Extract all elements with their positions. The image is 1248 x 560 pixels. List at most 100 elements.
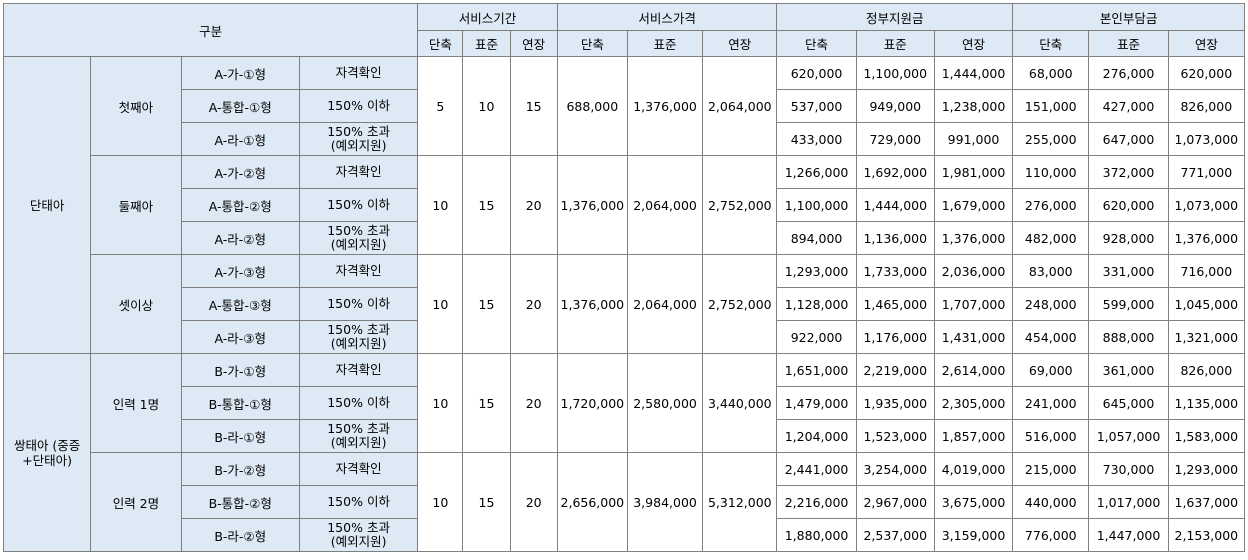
service-price-value: 1,376,000 xyxy=(556,155,628,255)
self-pay-value: 215,000 xyxy=(1012,452,1090,486)
service-price-value: 2,064,000 xyxy=(626,254,704,354)
income-criteria: 자격확인 xyxy=(298,254,419,288)
table-row: 단태아 첫째아 A-가-①형 자격확인 5 10 15 688,000 1,376,000 2,0… xyxy=(2,56,1246,354)
criteria-line: 150% 이하 xyxy=(327,98,390,113)
income-criteria: 150% 이하 xyxy=(298,287,419,321)
gov-support-value: 2,216,000 xyxy=(776,485,857,519)
gov-support-value: 1,204,000 xyxy=(776,419,857,453)
gov-support-value: 949,000 xyxy=(855,89,935,123)
self-pay-value: 1,293,000 xyxy=(1167,452,1246,486)
self-pay-value: 599,000 xyxy=(1088,287,1169,321)
self-pay-value: 776,000 xyxy=(1012,518,1090,552)
service-price-value: 2,580,000 xyxy=(626,353,704,453)
type-code: B-통합-②형 xyxy=(180,485,300,519)
service-price-value: 688,000 xyxy=(556,56,628,156)
income-criteria: 150% 초과 (예외지원) xyxy=(298,122,419,156)
income-criteria: 150% 이하 xyxy=(298,485,419,519)
income-criteria: 150% 초과 (예외지원) xyxy=(298,221,419,255)
self-pay-value: 1,321,000 xyxy=(1167,320,1246,354)
gov-support-value: 1,376,000 xyxy=(933,221,1014,255)
criteria-line: (예외지원) xyxy=(330,138,387,153)
table-row: A-통합-②형 150% 이하 1,100,000 1,444,000 1,679,00… xyxy=(4,188,1246,222)
service-period-value: 15 xyxy=(509,56,558,156)
gov-support-value: 2,305,000 xyxy=(933,386,1014,420)
self-pay-value: 276,000 xyxy=(1012,188,1090,222)
criteria-line: 150% 이하 xyxy=(327,494,390,509)
service-period-value: 5 xyxy=(417,56,464,156)
service-period-value: 10 xyxy=(417,254,464,354)
service-price-header: 서비스가격 xyxy=(556,3,778,31)
gov-support-value: 3,675,000 xyxy=(933,485,1014,519)
gov-support-value: 1,981,000 xyxy=(933,155,1014,189)
gov-support-value: 991,000 xyxy=(933,122,1014,156)
service-price-value: 2,752,000 xyxy=(702,254,778,354)
service-period-value: 10 xyxy=(417,452,464,552)
service-period-value: 10 xyxy=(417,353,464,453)
table-row: A-라-①형 150% 초과 (예외지원) 433,000 729,000 991,000… xyxy=(4,122,1246,156)
gov-support-value: 1,692,000 xyxy=(855,155,935,189)
self-pay-value: 482,000 xyxy=(1012,221,1090,255)
self-pay-value: 620,000 xyxy=(1088,188,1169,222)
service-period-value: 10 xyxy=(417,155,464,255)
self-pay-value: 248,000 xyxy=(1012,287,1090,321)
type-code: B-통합-①형 xyxy=(180,386,300,420)
subgroup-label: 인력 2명 xyxy=(90,452,182,552)
self-pay-value: 440,000 xyxy=(1012,485,1090,519)
service-price-value: 1,376,000 xyxy=(626,56,704,156)
gov-support-value: 2,441,000 xyxy=(776,452,857,486)
gov-support-value: 1,176,000 xyxy=(855,320,935,354)
voucher-price-table: 구분 서비스기간 서비스가격 정부지원금 본인부담금 단축 표준 연장 단축 표준 연장 단… xyxy=(2,3,1246,552)
table-row: B-라-①형 150% 초과 (예외지원) 1,204,000 1,523,000 1,8… xyxy=(4,419,1246,453)
gov-support-value: 1,733,000 xyxy=(855,254,935,288)
gov-support-value: 4,019,000 xyxy=(933,452,1014,486)
gov-subheader-2: 연장 xyxy=(933,30,1014,57)
self-pay-value: 1,637,000 xyxy=(1167,485,1246,519)
gov-support-value: 3,254,000 xyxy=(855,452,935,486)
service-price-value: 1,720,000 xyxy=(556,353,628,453)
type-code: A-통합-②형 xyxy=(180,188,300,222)
income-criteria: 150% 초과 (예외지원) xyxy=(298,518,419,552)
group-label: 단태아 xyxy=(2,56,92,354)
self-pay-value: 771,000 xyxy=(1167,155,1246,189)
criteria-line: 자격확인 xyxy=(335,65,382,80)
subgroup-label: 둘째아 xyxy=(90,155,182,255)
gov-support-value: 1,857,000 xyxy=(933,419,1014,453)
gov-support-value: 1,935,000 xyxy=(855,386,935,420)
criteria-line: (예외지원) xyxy=(330,435,387,450)
gov-support-value: 2,537,000 xyxy=(855,518,935,552)
service-price-value: 5,312,000 xyxy=(702,452,778,552)
subgroup-label: 인력 1명 xyxy=(90,353,182,453)
income-criteria: 150% 이하 xyxy=(298,188,419,222)
self-pay-value: 454,000 xyxy=(1012,320,1090,354)
gov-support-value: 433,000 xyxy=(776,122,857,156)
self-pay-value: 1,017,000 xyxy=(1088,485,1169,519)
gov-support-value: 620,000 xyxy=(776,56,857,90)
gov-support-value: 3,159,000 xyxy=(933,518,1014,552)
criteria-line: 150% 초과 xyxy=(327,322,390,337)
table-body: 단태아 첫째아 A-가-①형 자격확인 5 10 15 688,000 1,376,000 2,0… xyxy=(2,56,1246,552)
self-subheader-2: 연장 xyxy=(1167,30,1246,57)
self-pay-value: 1,447,000 xyxy=(1088,518,1169,552)
criteria-line: 자격확인 xyxy=(335,263,382,278)
service-price-value: 1,376,000 xyxy=(556,254,628,354)
income-criteria: 150% 초과 (예외지원) xyxy=(298,419,419,453)
gov-support-value: 2,614,000 xyxy=(933,353,1014,387)
self-pay-value: 69,000 xyxy=(1012,353,1090,387)
service-period-value: 20 xyxy=(509,452,558,552)
subgroup-label: 셋이상 xyxy=(90,254,182,354)
self-pay-value: 716,000 xyxy=(1167,254,1246,288)
gov-support-value: 1,128,000 xyxy=(776,287,857,321)
gov-support-value: 1,651,000 xyxy=(776,353,857,387)
service-price-value: 3,984,000 xyxy=(626,452,704,552)
table-row: 셋이상 A-가-③형 자격확인 10 15 20 1,376,000 2,064,000 2,7… xyxy=(4,254,1246,354)
gov-support-value: 2,967,000 xyxy=(855,485,935,519)
service-period-value: 15 xyxy=(462,155,511,255)
gov-support-value: 1,100,000 xyxy=(776,188,857,222)
period-subheader-1: 표준 xyxy=(462,30,511,57)
table-row: 인력 2명 B-가-②형 자격확인 10 15 20 2,656,000 3,984,000 5… xyxy=(4,452,1246,552)
self-pay-value: 645,000 xyxy=(1088,386,1169,420)
service-period-header: 서비스기간 xyxy=(417,3,558,31)
self-pay-value: 516,000 xyxy=(1012,419,1090,453)
self-pay-header: 본인부담금 xyxy=(1012,3,1245,31)
gov-support-value: 1,707,000 xyxy=(933,287,1014,321)
